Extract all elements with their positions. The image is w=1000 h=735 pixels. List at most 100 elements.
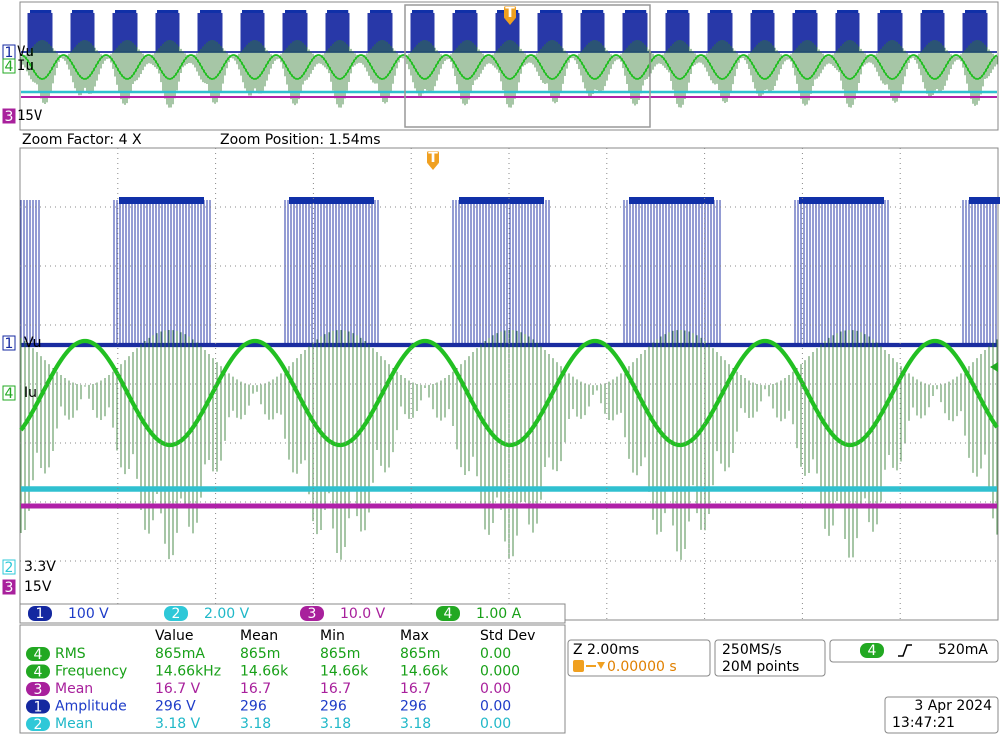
measurement-std-dev: 0.000 [480, 664, 520, 680]
channel-label: Iu [24, 385, 37, 401]
zoom-position: Zoom Position: 1.54ms [220, 132, 381, 148]
measurement-mean: 3.18 [240, 716, 271, 732]
measurement-min: 296 [320, 699, 347, 715]
setting-scale: 10.0 V [340, 606, 386, 622]
measurement-min: 3.18 [320, 716, 351, 732]
measurement-badge [26, 699, 50, 714]
zoom-factor: Zoom Factor: 4 X [22, 132, 142, 148]
channel-badge [2, 559, 16, 575]
ch1-top-bar [799, 197, 884, 204]
setting-badge [436, 606, 460, 621]
measurement-max: 14.66k [400, 664, 449, 680]
measurement-max: 296 [400, 699, 427, 715]
ch1-top-bar [370, 10, 392, 13]
measurement-channel: 4 [34, 665, 43, 681]
channel-number: 1 [5, 45, 14, 61]
setting-number: 2 [172, 606, 181, 622]
ch1-top-bar [119, 197, 204, 204]
measurement-channel: 4 [34, 647, 43, 663]
ch1-top-bar [289, 197, 374, 204]
ch1-top-bar [710, 10, 732, 13]
channel-number: 3 [5, 109, 14, 125]
measurement-badge [26, 682, 50, 696]
measurement-min: 16.7 [320, 681, 351, 697]
measurement-badge [26, 647, 50, 661]
timebase-box [567, 639, 711, 677]
setting-badge [300, 606, 324, 621]
measurement-channel: 3 [34, 682, 43, 698]
measurement-header: Std Dev [480, 628, 535, 644]
measurement-header: Value [155, 628, 193, 644]
measurement-channel: 1 [34, 700, 43, 716]
measurement-name: RMS [55, 646, 86, 662]
channel-badge [2, 58, 16, 74]
measurement-mean: 14.66k [240, 664, 289, 680]
channel-badge [2, 385, 16, 401]
measurement-badge [26, 717, 50, 731]
overview-trigger-bg [504, 6, 516, 19]
setting-badge [164, 606, 188, 621]
ch1-top-bar [965, 10, 987, 13]
measurement-std-dev: 0.00 [480, 681, 511, 697]
channel-label: 15V [24, 579, 52, 595]
measurement-std-dev: 0.00 [480, 716, 511, 732]
ch4-sine [20, 54, 998, 80]
acquisition-box [714, 639, 826, 677]
measurement-mean: 865m [240, 646, 280, 662]
channel-label: Iu [17, 58, 34, 74]
channel-badge [2, 335, 16, 351]
setting-scale: 1.00 A [476, 606, 522, 622]
measurement-header: Mean [240, 628, 278, 644]
measurement-panel [19, 624, 566, 734]
setting-scale: 2.00 V [204, 606, 250, 622]
channel-label: Vu [17, 44, 34, 60]
ch1-top-bar [327, 10, 349, 13]
ch1-top-bar [412, 10, 434, 13]
trigger-slope [898, 644, 912, 657]
measurement-std-dev: 0.00 [480, 699, 511, 715]
measurement-value: 296 V [155, 699, 196, 715]
main-trigger-arrow [428, 164, 438, 170]
ch1-top-bar [72, 10, 94, 13]
measurement-max: 16.7 [400, 681, 431, 697]
ch1-top-bar [157, 10, 179, 13]
ch1-pwm [20, 200, 997, 345]
main-trigger-bg [427, 151, 439, 164]
ch1-top-bar [582, 10, 604, 13]
ch1-top-bar [922, 10, 944, 13]
ch1-top-bar [837, 10, 859, 13]
channel-label: 15V [17, 108, 43, 124]
channel-number: 1 [5, 336, 14, 352]
measurement-value: 14.66kHz [155, 664, 221, 680]
main-trigger: T [428, 150, 438, 166]
ch4-noise [20, 330, 998, 560]
measurement-name: Mean [55, 716, 93, 732]
channel-number: 2 [5, 560, 14, 576]
ch1-top-bar [115, 10, 137, 13]
measurement-value: 16.7 V [155, 681, 201, 697]
measurement-mean: 16.7 [240, 681, 271, 697]
channel-badge [2, 579, 16, 595]
ch1-pwm [27, 13, 988, 52]
channel-number: 4 [5, 59, 14, 75]
measurement-std-dev: 0.00 [480, 646, 511, 662]
sample-rate: 250MS/s [722, 642, 782, 658]
measurement-name: Amplitude [55, 699, 127, 715]
measurement-value: 865mA [155, 646, 205, 662]
ch1-top-bar [455, 10, 477, 13]
trigger-source: 4 [868, 643, 877, 659]
trigger-pos-marker [597, 662, 605, 669]
setting-number: 4 [444, 606, 453, 622]
measurement-name: Frequency [55, 664, 127, 680]
channel-label: Vu [24, 335, 42, 351]
overview-trigger: T [505, 5, 515, 21]
measurement-value: 3.18 V [155, 716, 201, 732]
time: 13:47:21 [892, 715, 955, 731]
offset-arrow [990, 362, 998, 372]
ch1-top-bar [459, 197, 544, 204]
date: 3 Apr 2024 [914, 698, 992, 714]
datetime-box [884, 696, 999, 734]
trigger-pos-icon [573, 660, 584, 672]
